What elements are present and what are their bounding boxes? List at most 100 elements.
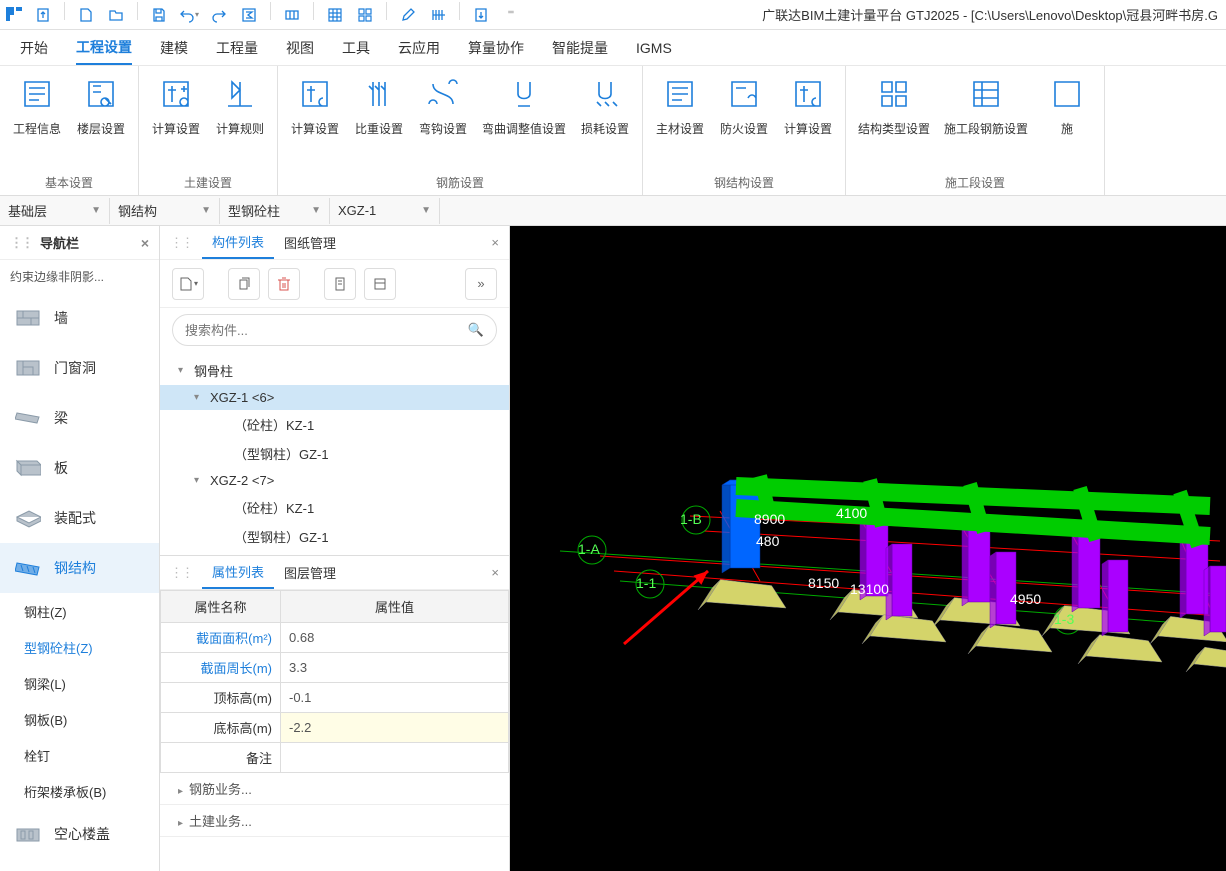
nav-item-10[interactable]: 栓钉 xyxy=(0,737,159,773)
prop-row-2[interactable]: 顶标高(m)-0.1 xyxy=(161,683,509,713)
nav-item-1[interactable]: 门窗洞 xyxy=(0,343,159,393)
viewport-3d[interactable]: 1-A1-B1-11-3890048041008150131004950 xyxy=(510,226,1226,871)
prop-value[interactable]: 3.3 xyxy=(281,653,509,683)
ribbon-btn-2-0[interactable]: 计算设置 xyxy=(290,74,340,137)
nav-item-12[interactable]: 空心楼盖 xyxy=(0,809,159,859)
qat-edit-icon[interactable] xyxy=(395,2,421,28)
more-button[interactable]: » xyxy=(465,268,497,300)
tab-component-list[interactable]: 构件列表 xyxy=(202,226,274,259)
qat-grid2-icon[interactable] xyxy=(352,2,378,28)
ribbon-btn-0-1[interactable]: 楼层设置 xyxy=(76,74,126,137)
prop-value[interactable]: -2.2 xyxy=(281,713,509,743)
menu-1[interactable]: 工程设置 xyxy=(76,31,132,65)
ribbon-btn-2-1[interactable]: 比重设置 xyxy=(354,74,404,137)
property-panel: ⋮⋮ 属性列表 图层管理 × 属性名称 属性值 截面面积(m²)0.68截面周长… xyxy=(160,555,509,837)
ribbon-btn-2-2[interactable]: 弯钩设置 xyxy=(418,74,468,137)
search-input[interactable] xyxy=(185,323,468,338)
nav-item-2[interactable]: 梁 xyxy=(0,393,159,443)
tree-item-2[interactable]: （砼柱）KZ-1 xyxy=(160,410,509,439)
tab-layer-manage[interactable]: 图层管理 xyxy=(274,557,346,588)
tree-item-1[interactable]: ▾XGZ-1 <6> xyxy=(160,385,509,410)
menu-4[interactable]: 视图 xyxy=(286,32,314,64)
nav-item-9[interactable]: 钢板(B) xyxy=(0,701,159,737)
new-button[interactable]: ▾ xyxy=(172,268,204,300)
menu-9[interactable]: IGMS xyxy=(636,34,672,62)
nav-item-5[interactable]: 钢结构 xyxy=(0,543,159,593)
tab-property-list[interactable]: 属性列表 xyxy=(202,556,274,589)
qat-upload-icon[interactable] xyxy=(30,2,56,28)
prop-value[interactable]: -0.1 xyxy=(281,683,509,713)
ribbon-group-2: 计算设置比重设置弯钩设置弯曲调整值设置损耗设置钢筋设置 xyxy=(278,66,643,195)
tree-item-4[interactable]: ▾XGZ-2 <7> xyxy=(160,468,509,493)
svg-text:1-3: 1-3 xyxy=(1054,611,1074,627)
ribbon-icon xyxy=(359,74,399,114)
type-selector[interactable]: 型钢砼柱▼ xyxy=(220,198,330,224)
ribbon-btn-0-0[interactable]: 工程信息 xyxy=(12,74,62,137)
nav-item-11[interactable]: 桁架楼承板(B) xyxy=(0,773,159,809)
prop-row-3[interactable]: 底标高(m)-2.2 xyxy=(161,713,509,743)
ribbon-icon xyxy=(724,74,764,114)
qat-grid1-icon[interactable] xyxy=(322,2,348,28)
nav-close-button[interactable]: × xyxy=(141,235,149,251)
prop-section-0[interactable]: ▸钢筋业务... xyxy=(160,773,509,805)
menu-0[interactable]: 开始 xyxy=(20,32,48,64)
nav-item-7[interactable]: 型钢砼柱(Z) xyxy=(0,629,159,665)
qat-more-icon[interactable]: ⁼ xyxy=(498,2,524,28)
qat-sigma-icon[interactable] xyxy=(236,2,262,28)
prop-row-4[interactable]: 备注 xyxy=(161,743,509,773)
paste-button[interactable] xyxy=(324,268,356,300)
component-close-button[interactable]: × xyxy=(491,235,499,250)
ribbon-btn-4-1[interactable]: 施工段钢筋设置 xyxy=(944,74,1028,137)
nav-item-0[interactable]: 墙 xyxy=(0,293,159,343)
qat-redo-icon[interactable] xyxy=(206,2,232,28)
qat-undo-icon[interactable]: ▾ xyxy=(176,2,202,28)
ribbon-btn-3-1[interactable]: 防火设置 xyxy=(719,74,769,137)
delete-button[interactable] xyxy=(268,268,300,300)
ribbon-btn-3-2[interactable]: 计算设置 xyxy=(783,74,833,137)
ribbon-btn-4-0[interactable]: 结构类型设置 xyxy=(858,74,930,137)
tree-item-3[interactable]: （型钢柱）GZ-1 xyxy=(160,439,509,468)
tree-item-5[interactable]: （砼柱）KZ-1 xyxy=(160,493,509,522)
floor-selector[interactable]: 基础层▼ xyxy=(0,198,110,224)
nav-item-8[interactable]: 钢梁(L) xyxy=(0,665,159,701)
svg-text:4100: 4100 xyxy=(836,505,867,521)
ribbon-btn-1-0[interactable]: 计算设置 xyxy=(151,74,201,137)
member-selector[interactable]: XGZ-1▼ xyxy=(330,198,440,224)
prop-row-1[interactable]: 截面周长(m)3.3 xyxy=(161,653,509,683)
component-search[interactable]: 🔍 xyxy=(172,314,497,346)
tree-item-0[interactable]: ▾钢骨柱 xyxy=(160,356,509,385)
nav-item-6[interactable]: 钢柱(Z) xyxy=(0,593,159,629)
qat-open-icon[interactable] xyxy=(103,2,129,28)
tab-drawing-manage[interactable]: 图纸管理 xyxy=(274,227,346,258)
prop-section-1[interactable]: ▸土建业务... xyxy=(160,805,509,837)
menu-8[interactable]: 智能提量 xyxy=(552,32,608,64)
prop-row-0[interactable]: 截面面积(m²)0.68 xyxy=(161,623,509,653)
ribbon-btn-2-3[interactable]: 弯曲调整值设置 xyxy=(482,74,566,137)
qat-region-icon[interactable] xyxy=(279,2,305,28)
menu-6[interactable]: 云应用 xyxy=(398,32,440,64)
category-selector[interactable]: 钢结构▼ xyxy=(110,198,220,224)
qat-save-icon[interactable] xyxy=(146,2,172,28)
tree-item-6[interactable]: （型钢柱）GZ-1 xyxy=(160,522,509,551)
menu-3[interactable]: 工程量 xyxy=(216,32,258,64)
qat-bars-icon[interactable] xyxy=(425,2,451,28)
ribbon-icon xyxy=(220,74,260,114)
prop-value[interactable]: 0.68 xyxy=(281,623,509,653)
nav-breadcrumb[interactable]: 约束边缘非阴影... xyxy=(0,260,159,293)
qat-new-icon[interactable] xyxy=(73,2,99,28)
property-tbody: 截面面积(m²)0.68截面周长(m)3.3顶标高(m)-0.1底标高(m)-2… xyxy=(161,623,509,773)
qat-export-icon[interactable] xyxy=(468,2,494,28)
menu-5[interactable]: 工具 xyxy=(342,32,370,64)
menu-7[interactable]: 算量协作 xyxy=(468,32,524,64)
nav-item-3[interactable]: 板 xyxy=(0,443,159,493)
ribbon-btn-4-2[interactable]: 施 xyxy=(1042,74,1092,137)
ribbon-btn-2-4[interactable]: 损耗设置 xyxy=(580,74,630,137)
ribbon-btn-1-1[interactable]: 计算规则 xyxy=(215,74,265,137)
ribbon-btn-3-0[interactable]: 主材设置 xyxy=(655,74,705,137)
property-close-button[interactable]: × xyxy=(491,565,499,580)
menu-2[interactable]: 建模 xyxy=(160,32,188,64)
prop-value[interactable] xyxy=(281,743,509,773)
nav-item-4[interactable]: 装配式 xyxy=(0,493,159,543)
layer-button[interactable] xyxy=(364,268,396,300)
copy-button[interactable] xyxy=(228,268,260,300)
